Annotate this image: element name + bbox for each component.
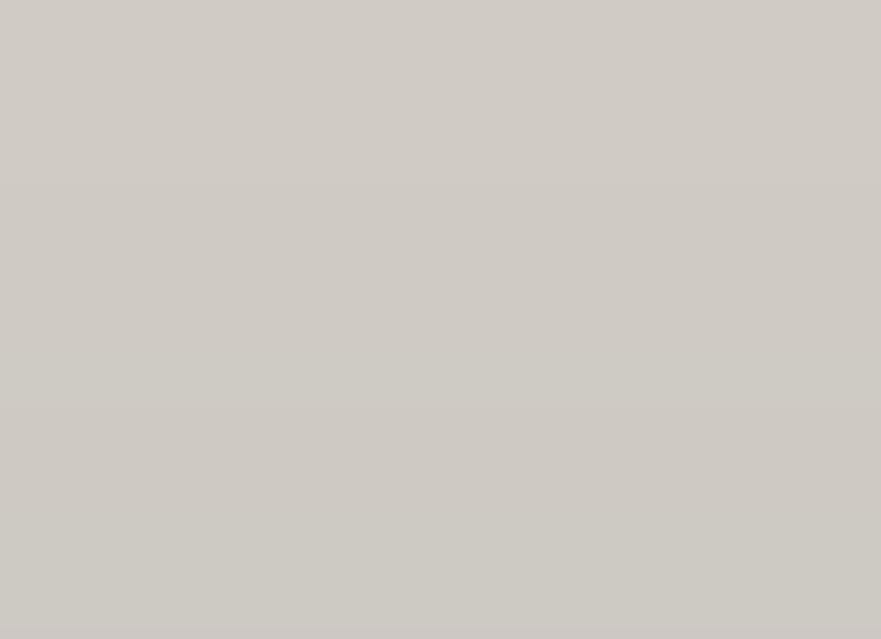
Text: atb lo seapy                                          ole rily to rl, ae,   Anel: atb lo seapy ole rily to rl, ae, Anel (31, 481, 354, 491)
Text: 15: 15 (128, 112, 152, 130)
Text: ttine tret ard Jubb tu                              ber (3 ta bf ase) tmel sab: ttine tret ard Jubb tu ber (3 ta bf ase)… (31, 500, 353, 510)
Text: = 0.0475: = 0.0475 (626, 139, 709, 157)
Text: Fulenryo- ld: Fulenryo- ld (687, 230, 749, 240)
Text: -10: -10 (238, 182, 270, 200)
Text: 25: 25 (269, 83, 293, 101)
Text: b).  What is the probability that a randomly selected test taker will score belo: b). What is the probability that a rando… (48, 161, 677, 176)
Text: 1 - 0.9525: 1 - 0.9525 (617, 118, 709, 135)
Text: typical stat yd been bttg ste artes ard h onlf tur b of: typical stat yd been bttg ste artes ard … (247, 230, 519, 240)
Text: d).  If a child is randomly selected, what is the probability that she scores ab: d). If a child is randomly selected, wha… (48, 396, 695, 411)
Text: z = 1.67: z = 1.67 (324, 83, 407, 101)
Text: $P(z\!\geq\!-0.667)$: $P(z\!\geq\!-0.667)$ (88, 228, 223, 249)
Text: a).  What is the probability that a randomly selected test taker will score abov: a). What is the probability that a rando… (48, 61, 688, 75)
Text: 15: 15 (122, 212, 146, 230)
Text: 15: 15 (273, 112, 298, 130)
Text: $(90\!-\!100)$: $(90\!-\!100)$ (60, 182, 155, 203)
Text: $P(z\!>\!1.67)\!=\!1\!-\!P(z\!<\!1.67)\!=\!0.9525$: $P(z\!>\!1.67)\!=\!1\!-\!P(z\!<\!1.67)\!… (60, 128, 390, 149)
Text: 5.  The Wechsler Intelligence Scale for children is approximately normally: 5. The Wechsler Intelligence Scale for c… (101, 19, 656, 34)
Text: =: = (210, 182, 226, 200)
Text: c).  What proportion of test takers will score between 110 and 140?: c). What proportion of test takers will … (48, 261, 557, 275)
Text: 15: 15 (245, 212, 270, 230)
Text: $z\!=\!(125\!-\!100)$: $z\!=\!(125\!-\!100)$ (60, 83, 196, 104)
Text: be 3amupy womputd with all nut we muth at (21,, ber tabla) tafon/ perp: be 3amupy womputd with all nut we muth a… (31, 442, 392, 452)
Text: 4.  alone semple x rel Duling only to ri ute nto plec a/ 34 of fBact) maba: 4. alone semple x rel Duling only to ri … (31, 461, 389, 472)
Text: distributed, with mean 100 and standard deviation 15.: distributed, with mean 100 and standard … (101, 40, 538, 54)
Text: = -0.667: = -0.667 (295, 182, 380, 200)
Text: =: = (231, 83, 248, 101)
